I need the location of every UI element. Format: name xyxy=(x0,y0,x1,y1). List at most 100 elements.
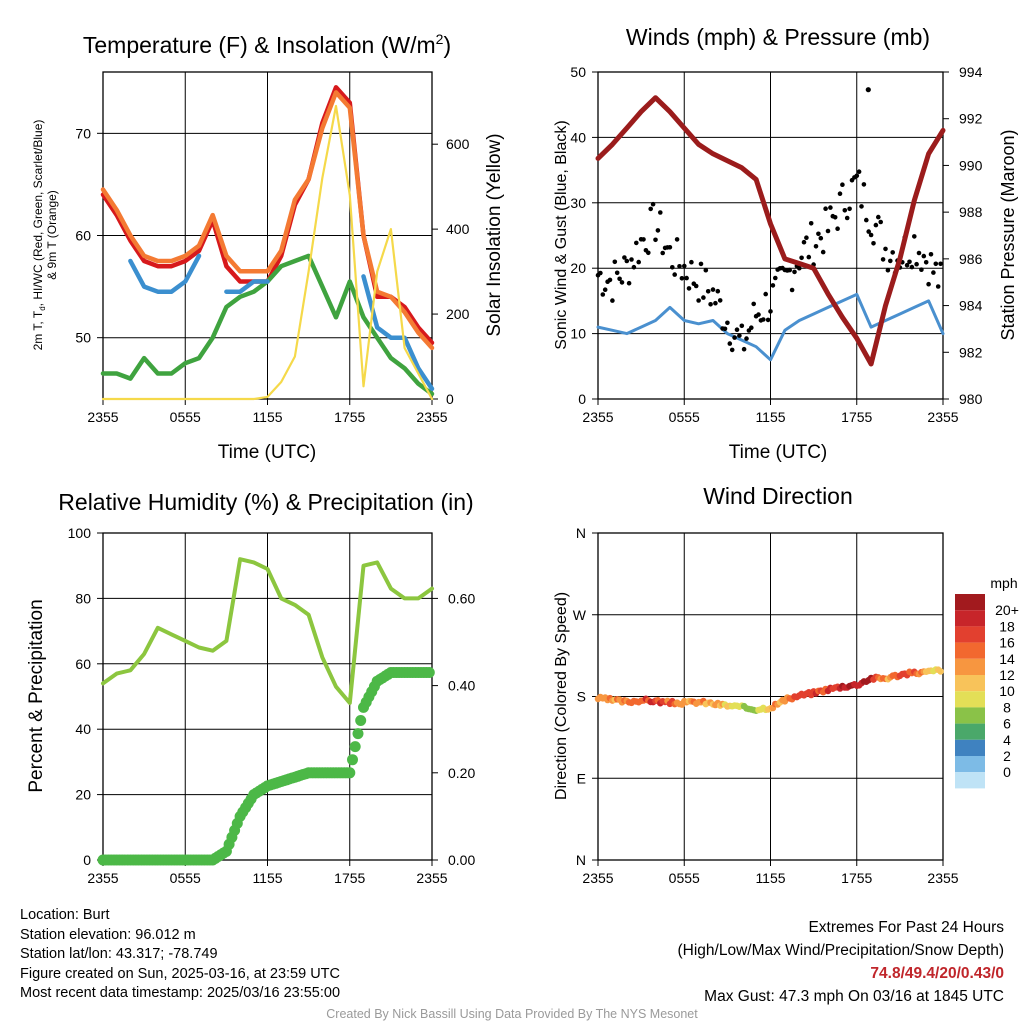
temp-y2-tick-label: 600 xyxy=(446,136,470,152)
extremes-title: Extremes For Past 24 Hours xyxy=(808,919,1004,936)
wind-gust-point xyxy=(773,275,778,281)
colorbar-swatch xyxy=(955,610,985,627)
recent-timestamp: Most recent data timestamp: 2025/03/16 2… xyxy=(20,985,341,1001)
wind-gust-point xyxy=(744,336,749,341)
wind-y2-tick-label: 994 xyxy=(959,64,983,80)
temp-y-tick-label: 70 xyxy=(75,125,91,141)
wind-gust-point xyxy=(799,255,804,261)
wind-gust-point xyxy=(626,280,632,286)
wind-y-tick-label: 30 xyxy=(570,195,586,211)
wind-gust-point xyxy=(878,219,883,225)
wind-gust-point xyxy=(607,277,613,283)
wind-gust-point xyxy=(868,232,874,238)
wind-gust-point xyxy=(818,235,824,241)
colorbar-title: mph xyxy=(990,575,1017,591)
wind-gust-point xyxy=(840,182,845,187)
wind-gust-point xyxy=(880,257,886,262)
wind-y-tick-label: 50 xyxy=(570,64,586,80)
wind-gust-point xyxy=(842,208,848,213)
temp-y-tick-label: 50 xyxy=(75,330,91,346)
precip-point xyxy=(349,741,361,753)
colorbar-swatch xyxy=(955,756,985,773)
dir-panel: Wind Direction Direction (Colored By Spe… xyxy=(553,483,1018,800)
colorbar-swatch xyxy=(955,658,985,675)
wind-gust-point xyxy=(696,298,701,303)
pressure-line xyxy=(595,95,946,367)
wind-gust-point xyxy=(835,226,840,231)
wind-gust-point xyxy=(602,287,608,293)
temp-right-axis-label: Solar Insolation (Yellow) xyxy=(484,133,505,336)
dir-x-tick-label: 2355 xyxy=(582,870,613,886)
rh-x-tick-label: 2355 xyxy=(416,870,447,886)
temp-x-tick-label: 1155 xyxy=(252,409,282,425)
wind-gust-point xyxy=(732,335,737,340)
dir-x-tick-label: 1755 xyxy=(841,870,872,886)
wind-gust-point xyxy=(916,250,922,256)
wind-gust-point xyxy=(787,267,792,273)
wind-gust-point xyxy=(837,191,843,196)
rh-y-tick-label: 20 xyxy=(75,787,91,803)
wind-gust-point xyxy=(653,237,658,243)
wind-gust-point xyxy=(689,259,694,265)
temp-left-axis-label: 2m T, Td, HI/WC (Red, Green, Scarlet/Blu… xyxy=(31,120,47,351)
extremes-box: Extremes For Past 24 Hours (High/Low/Max… xyxy=(678,916,1005,1008)
dir-point xyxy=(937,668,944,675)
wind-gust-point xyxy=(808,221,814,226)
wind-gust-point xyxy=(770,283,776,288)
rh-y2-tick-label: 0.40 xyxy=(448,678,475,694)
colorbar-label: 14 xyxy=(999,651,1015,667)
wind-y2-tick-label: 986 xyxy=(959,251,983,267)
colorbar-label: 6 xyxy=(1003,716,1011,732)
colorbar-swatch xyxy=(955,723,985,740)
colorbar-label: 20+ xyxy=(995,602,1019,618)
wind-gust-point xyxy=(722,326,728,332)
wind-gust-point xyxy=(907,259,912,265)
wind-gust-point xyxy=(698,261,704,267)
colorbar-label: 2 xyxy=(1003,748,1011,764)
wind-gust-point xyxy=(928,252,934,257)
wind-gust-point xyxy=(890,250,895,255)
rh-x-tick-label: 0555 xyxy=(170,870,201,886)
colorbar-swatch xyxy=(955,707,985,724)
figure-created: Figure created on Sun, 2025-03-16, at 23… xyxy=(20,965,340,982)
wind-gust-point xyxy=(763,291,768,297)
precip-point xyxy=(355,715,367,726)
wind-y2-tick-label: 982 xyxy=(959,344,983,360)
temp-y2-tick-label: 400 xyxy=(446,221,470,237)
wind-gust-point xyxy=(921,253,927,259)
wind-gust-point xyxy=(679,276,685,281)
wind-y2-tick-label: 988 xyxy=(959,204,983,220)
wind-gust-point xyxy=(871,241,876,246)
wind-gust-point xyxy=(904,262,910,268)
dir-x-tick-label: 2355 xyxy=(927,870,958,886)
rh-y2-tick-label: 0.60 xyxy=(448,590,475,606)
wind-gust-point xyxy=(701,295,706,300)
temp-x-tick-label: 1755 xyxy=(334,409,365,425)
temp-left-axis-label-line2: & 9m T (Orange) xyxy=(45,190,59,280)
wind-gust-point xyxy=(828,205,833,210)
colorbar-label: 10 xyxy=(999,683,1015,699)
wind-gust-point xyxy=(636,259,641,265)
precip-point xyxy=(344,767,356,779)
wind-y-tick-label: 20 xyxy=(570,260,586,276)
temp-y2-tick-label: 200 xyxy=(446,306,470,322)
wind-gust-point xyxy=(761,317,766,322)
wind-gust-point xyxy=(600,292,606,297)
dir-x-tick-label: 0555 xyxy=(669,870,700,886)
wind-gust-point xyxy=(670,265,675,270)
rh-y-tick-label: 100 xyxy=(68,525,92,541)
wind-gust-point xyxy=(859,204,864,209)
rh-y-tick-label: 40 xyxy=(75,721,91,737)
wind-gust-point xyxy=(715,288,721,294)
wind-gust-point xyxy=(909,264,915,270)
rh-x-tick-label: 1755 xyxy=(334,870,365,886)
temp-y-tick-label: 60 xyxy=(75,228,91,244)
wind-gust-point xyxy=(820,249,826,255)
temp-series-line xyxy=(361,274,435,392)
wind-gust-point xyxy=(708,302,713,307)
colorbar-label: 16 xyxy=(999,635,1015,651)
station-location: Location: Burt xyxy=(20,907,110,923)
wind-gust-point xyxy=(866,229,871,234)
wind-gust-point xyxy=(686,286,692,291)
wind-gust-point xyxy=(734,327,740,333)
